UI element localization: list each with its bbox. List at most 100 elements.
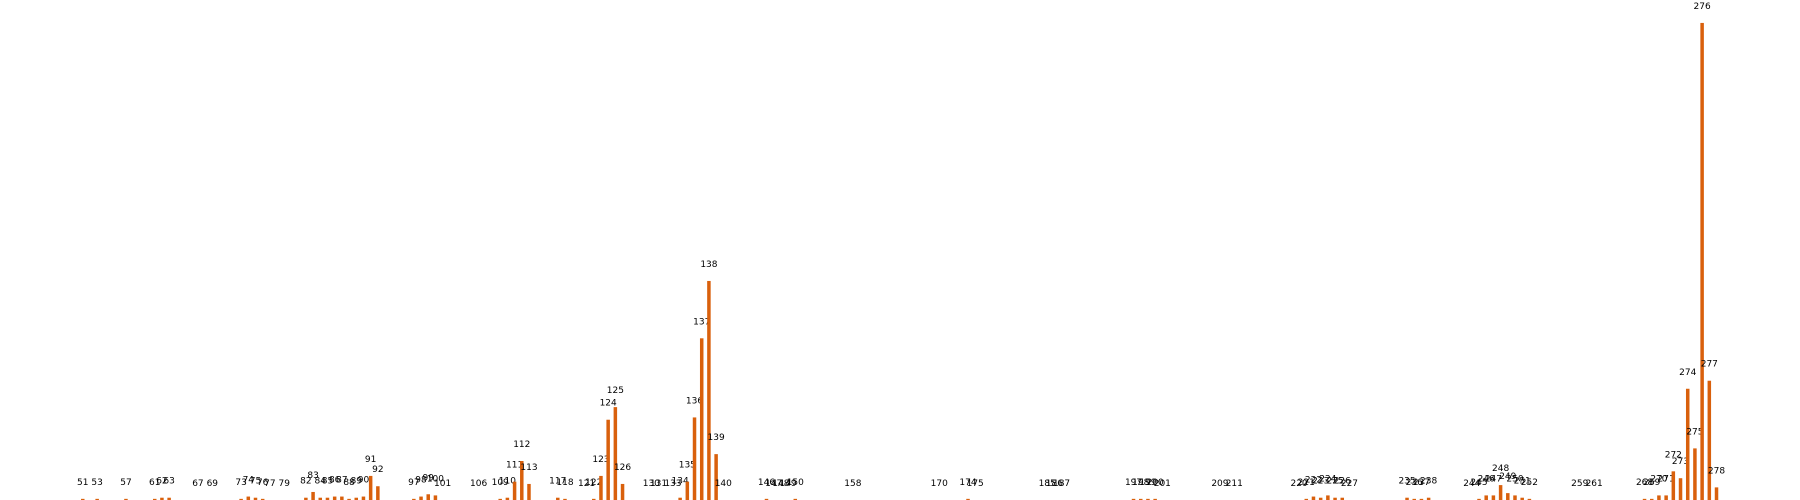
bar <box>563 498 567 500</box>
bar <box>592 498 596 500</box>
bar <box>412 498 416 500</box>
bar-label: 270 <box>1650 474 1667 484</box>
bar <box>419 496 423 500</box>
bar <box>152 498 157 500</box>
bar-label: 69 <box>207 479 219 489</box>
bar <box>1326 495 1330 500</box>
bar-label: 51 <box>77 478 88 488</box>
bar-label: 126 <box>614 463 631 473</box>
bar <box>376 486 380 500</box>
bar-label: 63 <box>163 477 174 487</box>
bar-label: 85 <box>322 477 333 487</box>
bar-label: 124 <box>600 399 617 409</box>
bar <box>699 338 704 500</box>
bar-label: 91 <box>365 455 376 465</box>
bar-label: 99 <box>423 473 435 483</box>
bar-label: 158 <box>844 479 861 489</box>
bar <box>1678 478 1683 500</box>
bar-label: 87 <box>336 476 347 486</box>
bar <box>318 497 323 500</box>
bar-label: 109 <box>492 478 509 488</box>
bar-label: 244 <box>1463 479 1480 489</box>
bar-label: 133 <box>664 479 681 489</box>
bar <box>527 483 531 500</box>
bar <box>1477 498 1481 500</box>
bar <box>1642 498 1647 500</box>
bar-label: 79 <box>279 479 291 489</box>
bar-label: 62 <box>156 477 167 487</box>
bar <box>1527 498 1532 500</box>
bar-label: 199 <box>1139 478 1156 488</box>
bar-label: 174 <box>959 478 976 488</box>
bar-label: 245 <box>1470 478 1487 488</box>
bar-label: 130 <box>643 479 660 489</box>
bar <box>332 496 337 500</box>
bar-label: 74 <box>243 476 255 486</box>
bar <box>260 498 265 500</box>
bar <box>426 494 430 500</box>
bar <box>556 497 560 500</box>
bar-label: 268 <box>1636 478 1653 488</box>
bar-label: 277 <box>1701 360 1718 370</box>
bar-label: 134 <box>672 477 689 487</box>
bar-label: 149 <box>779 479 796 489</box>
bar <box>124 498 128 500</box>
bar-label: 222 <box>1305 476 1322 486</box>
bar <box>1685 388 1690 500</box>
bar <box>793 498 798 500</box>
bar <box>368 475 373 500</box>
bar <box>512 481 517 500</box>
bar-label: 150 <box>787 478 804 488</box>
bar-label: 83 <box>307 471 318 481</box>
bar-label: 89 <box>351 477 363 487</box>
bar-label: 117 <box>549 477 566 487</box>
bar-label: 273 <box>1672 457 1689 467</box>
bar <box>361 496 366 500</box>
bar-label: 137 <box>693 317 710 327</box>
bar <box>1153 498 1157 500</box>
bar <box>1426 497 1431 500</box>
bar-label: 227 <box>1341 479 1358 489</box>
bar-label: 122 <box>585 478 602 488</box>
bar-label: 274 <box>1679 368 1696 378</box>
bar <box>613 407 618 500</box>
bar <box>498 498 502 500</box>
bar-label: 221 <box>1298 478 1315 488</box>
bar-label: 252 <box>1521 478 1538 488</box>
bar-label: 90 <box>358 476 370 486</box>
bar-label: 259 <box>1571 479 1588 489</box>
bar-label: 86 <box>329 476 341 486</box>
bar-label: 236 <box>1406 478 1423 488</box>
bar <box>966 498 970 500</box>
bar-label: 136 <box>686 396 703 406</box>
bar-label: 135 <box>679 461 696 471</box>
bar <box>606 419 610 500</box>
bar-label: 113 <box>520 463 537 473</box>
bar <box>1700 22 1704 500</box>
bar-label: 111 <box>506 461 523 471</box>
bar-label: 187 <box>1053 479 1070 489</box>
bar-label: 147 <box>765 479 782 489</box>
bar-label: 148 <box>772 479 789 489</box>
bar-label: 223 <box>1312 477 1329 487</box>
bar-label: 197 <box>1125 478 1142 488</box>
bar-label: 140 <box>715 479 732 489</box>
bar <box>678 497 682 500</box>
bar <box>620 483 625 500</box>
bar <box>1484 495 1488 500</box>
bar-label: 198 <box>1132 478 1149 488</box>
bar-label: 276 <box>1694 2 1711 12</box>
bar <box>253 497 258 500</box>
bar-label: 75 <box>250 477 261 487</box>
bar <box>95 498 99 500</box>
bar-label: 261 <box>1586 479 1603 489</box>
bar-label: 139 <box>708 433 725 443</box>
bar-label: 209 <box>1211 479 1228 489</box>
bar-label: 272 <box>1665 450 1682 460</box>
bar-label: 77 <box>264 479 275 489</box>
bar-label: 235 <box>1398 477 1415 487</box>
bar-label: 246 <box>1478 474 1495 484</box>
bar <box>1340 497 1345 500</box>
bar <box>685 481 690 500</box>
bar-label: 98 <box>415 476 427 486</box>
